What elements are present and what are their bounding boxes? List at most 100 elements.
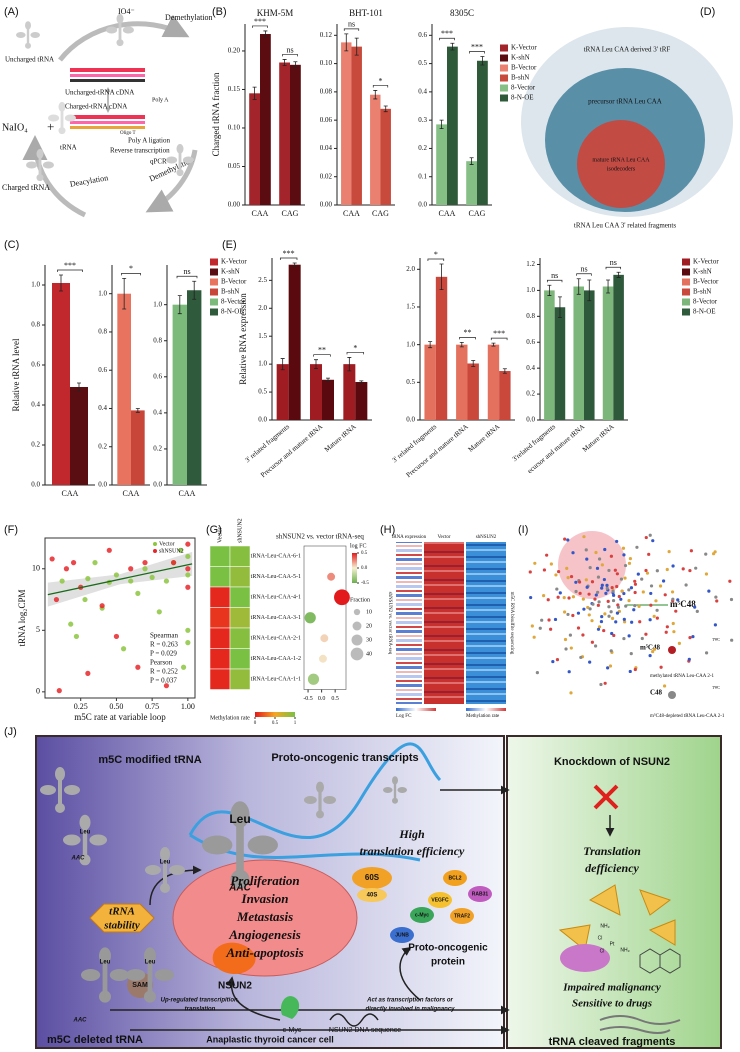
y-tick-label: 0.00 (228, 201, 241, 209)
error-bar (547, 284, 552, 296)
error-bar (471, 360, 476, 367)
point (106, 547, 112, 553)
atom (594, 550, 598, 555)
atom (665, 567, 669, 572)
atom (590, 640, 594, 644)
point (185, 572, 191, 578)
atom (597, 557, 602, 561)
label: Poly A ligation (128, 137, 171, 145)
sig-bracket (346, 352, 365, 355)
atom (627, 588, 631, 592)
atom (605, 586, 609, 590)
atom (549, 562, 553, 566)
atom (608, 664, 613, 668)
sig-label: ns (286, 45, 293, 54)
legend-swatch (500, 64, 508, 72)
panel-label: (H) (380, 524, 395, 536)
diagram-label: RAB31 (472, 891, 489, 897)
legend-title: log FC (350, 543, 367, 549)
trna-icon (169, 865, 185, 875)
atom (633, 582, 638, 586)
error-bar (314, 359, 318, 370)
panel-label: (A) (4, 6, 19, 18)
sig-label: *** (283, 249, 295, 258)
x-tick-label: CAG (469, 209, 486, 218)
diagram-label: Knockdown of NSUN2 (554, 756, 670, 768)
y-tick-label: 0.15 (228, 85, 241, 93)
y-tick-label: 0.2 (526, 390, 535, 398)
atom (600, 583, 604, 587)
atom (663, 593, 667, 597)
error-bar (491, 342, 496, 347)
atom (615, 611, 620, 615)
diagram-label: NSUN2 (218, 981, 252, 992)
heat-cell (209, 607, 231, 629)
sig-bracket (490, 337, 508, 341)
panel-label: (F) (4, 524, 18, 536)
atom (532, 635, 536, 639)
atom (557, 569, 561, 574)
y-tick-label: 0.6 (153, 372, 162, 380)
bar (187, 290, 202, 485)
error-bar (587, 279, 592, 302)
diagram-label: Leu (229, 812, 250, 826)
diagram-label: Anti-apoptosis (225, 945, 303, 960)
atom (627, 561, 632, 565)
sig-label: ns (348, 20, 355, 29)
protein (390, 927, 414, 943)
heat-cell (209, 648, 231, 670)
legend-label: B-Vector (511, 64, 537, 72)
venn-label: isodecoders (607, 166, 636, 172)
sig-label: ns (580, 265, 587, 274)
trna-icon (116, 39, 124, 47)
trna-icon (26, 161, 38, 169)
trna-icon (89, 834, 107, 846)
atom (594, 593, 598, 597)
sig-label: *** (441, 29, 453, 38)
label: Uncharged-tRNA cDNA (65, 89, 134, 97)
point (73, 633, 80, 640)
heat-column (424, 542, 464, 704)
atom (648, 618, 652, 622)
atom (574, 589, 578, 594)
atom (599, 682, 603, 687)
atom (566, 612, 570, 617)
trna-icon (316, 781, 324, 793)
y-tick-label: 0.04 (320, 144, 333, 152)
atom (630, 620, 634, 624)
stat-label: P = 0.029 (150, 650, 177, 658)
atom (588, 607, 592, 611)
atom (655, 616, 659, 620)
legend-label: Vector (159, 541, 175, 547)
atom (651, 539, 655, 543)
atom (610, 616, 615, 620)
bar (310, 364, 322, 420)
atom (556, 595, 560, 599)
atom (649, 591, 653, 596)
atom (600, 563, 604, 567)
y-tick-label: 0.5 (258, 388, 267, 396)
atom (644, 632, 648, 636)
legend-swatch (682, 308, 690, 316)
atom (640, 636, 644, 641)
x-tick-label: 0.25 (74, 702, 88, 711)
atom (728, 579, 732, 583)
y-axis-label: Relative tRNA level (11, 338, 21, 411)
trna-icon (48, 114, 60, 122)
diagram-label: Impaired malignancy (562, 982, 661, 994)
x-tick-label: 0.0 (318, 696, 326, 702)
trna-icon (36, 174, 44, 182)
trna-icon (160, 883, 170, 893)
stat-label: P = 0.037 (150, 677, 177, 685)
atom (587, 592, 591, 596)
atom (644, 568, 648, 573)
trna-icon (25, 42, 31, 49)
atom (563, 637, 568, 642)
caption: methylated tRNA Leu-CAA 2-1 (650, 674, 715, 679)
trna-icon (176, 169, 184, 177)
arrow (399, 946, 421, 1001)
point (185, 566, 191, 572)
atom (674, 609, 678, 613)
y-tick-label: 0.2 (418, 144, 427, 152)
point (142, 566, 148, 572)
